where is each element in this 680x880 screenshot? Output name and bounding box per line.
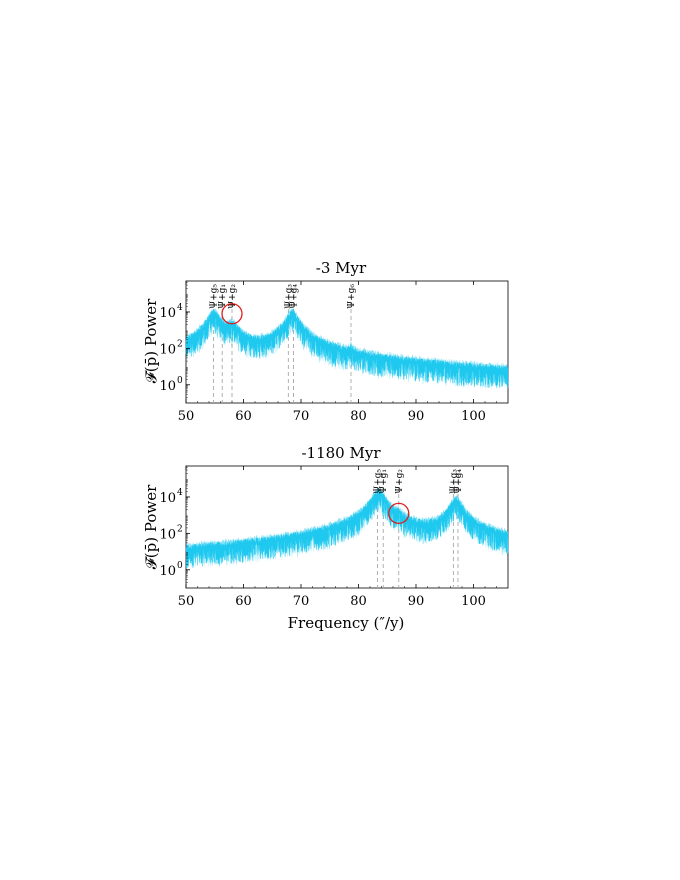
x-tick-label: 70 [293, 409, 310, 424]
frequency-marker-label: Ψ+g₁ [218, 284, 228, 309]
y-tick-exponent: 4 [177, 303, 183, 313]
x-tick-label: 60 [235, 594, 252, 609]
x-tick-label: 90 [408, 409, 425, 424]
frequency-marker-label: Ψ+g₂ [395, 469, 405, 494]
power-spectrum-line [185, 488, 509, 569]
x-tick-label: 90 [408, 594, 425, 609]
x-tick-label: 100 [461, 594, 486, 609]
y-tick-label: 10 [159, 491, 176, 506]
x-tick-label: 80 [350, 594, 367, 609]
frequency-marker-label: Ψ+g₂ [228, 284, 238, 309]
y-tick-label: 10 [159, 379, 176, 394]
y-tick-exponent: 2 [177, 339, 183, 349]
x-tick-label: 70 [293, 594, 310, 609]
y-axis-label: 𝓕(p̄) Power [142, 484, 160, 569]
y-tick-exponent: 2 [177, 524, 183, 534]
x-tick-label: 100 [461, 409, 486, 424]
x-tick-label: 60 [235, 409, 252, 424]
frequency-marker-label: Ψ+g₄ [290, 284, 300, 309]
y-tick-label: 10 [159, 527, 176, 542]
frequency-marker-label: Ψ+g₆ [347, 284, 357, 309]
frequency-marker-label: Ψ+g₃ [449, 469, 459, 494]
frequency-marker-label: Ψ+g₅ [373, 469, 383, 494]
frequency-marker-label: Ψ+g₃ [284, 284, 294, 309]
panel-title: -1180 Myr [301, 444, 381, 462]
highlight-circle [221, 303, 243, 325]
x-tick-label: 80 [350, 409, 367, 424]
y-tick-label: 10 [159, 564, 176, 579]
y-tick-label: 10 [159, 306, 176, 321]
x-tick-label: 50 [178, 409, 195, 424]
frequency-marker-label: Ψ+g₁ [379, 469, 389, 494]
highlight-circle [388, 502, 410, 524]
panel-title: -3 Myr [316, 259, 367, 277]
panel-bottom: -1180 Myr 𝓕(p̄) Power Frequency (″/y) 50… [142, 444, 509, 632]
power-spectrum-line [185, 309, 509, 389]
x-tick-label: 50 [178, 594, 195, 609]
y-tick-exponent: 0 [177, 561, 183, 571]
y-tick-label: 10 [159, 342, 176, 357]
frequency-marker-label: Ψ+g₄ [454, 469, 464, 494]
y-tick-exponent: 4 [177, 488, 183, 498]
y-axis-label: 𝓕(p̄) Power [142, 298, 160, 383]
x-axis-label: Frequency (″/y) [288, 614, 405, 632]
y-tick-exponent: 0 [177, 376, 183, 386]
frequency-marker-label: Ψ+g₅ [210, 284, 220, 309]
